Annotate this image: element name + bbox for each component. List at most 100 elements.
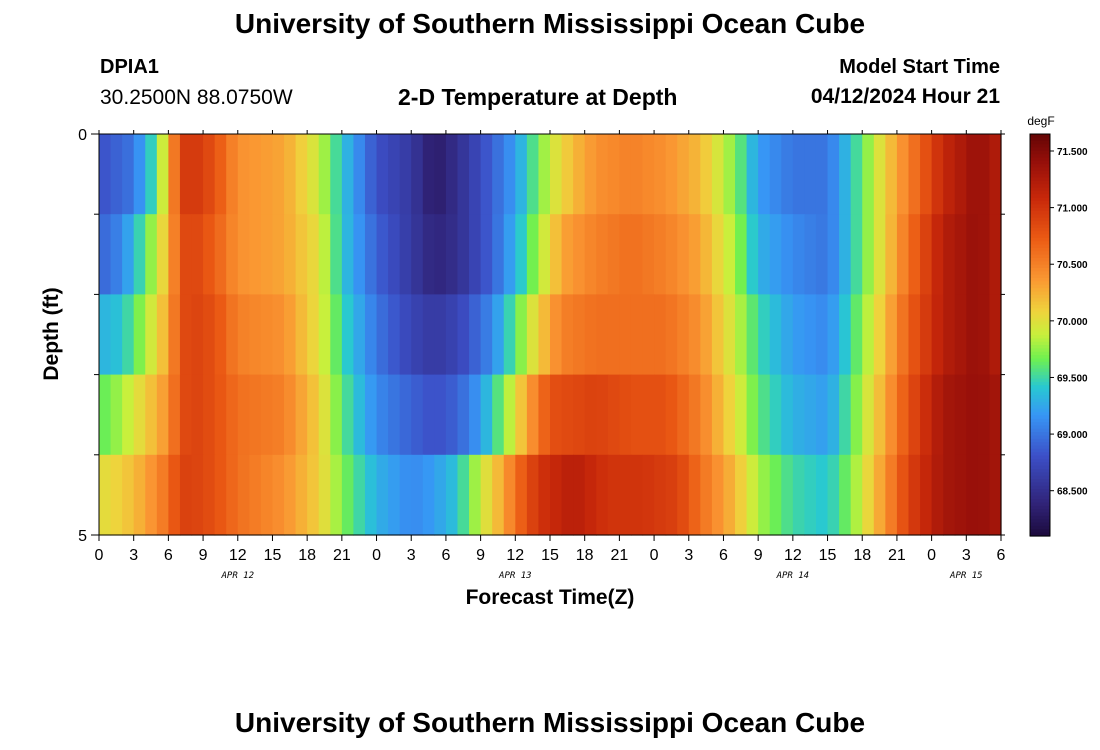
colorbar-swatch <box>1030 355 1050 360</box>
colorbar-swatch <box>1030 509 1050 514</box>
heatmap-cell <box>827 134 840 215</box>
heatmap-cell <box>515 454 528 536</box>
colorbar-tick-label: 68.500 <box>1057 487 1088 498</box>
colorbar-swatch <box>1030 137 1050 142</box>
heatmap-cell <box>284 454 297 536</box>
heatmap-cell <box>735 374 748 456</box>
heatmap-cell <box>376 214 389 295</box>
heatmap-cell <box>110 374 123 456</box>
colorbar-swatch <box>1030 422 1050 427</box>
x-tick-label: 9 <box>476 547 485 564</box>
heatmap-cell <box>99 374 112 456</box>
heatmap-cell <box>920 294 933 376</box>
heatmap-cell <box>550 134 563 215</box>
heatmap-cell <box>781 374 794 456</box>
heatmap-cell <box>376 294 389 376</box>
heatmap-cell <box>422 214 435 295</box>
x-tick-label: 12 <box>506 547 524 564</box>
heatmap-cell <box>977 294 991 376</box>
colorbar-swatch <box>1030 479 1050 483</box>
heatmap-cell <box>260 374 274 456</box>
heatmap-cell <box>792 134 806 215</box>
heatmap-cell <box>110 294 123 376</box>
heatmap-cell <box>804 294 817 376</box>
colorbar-swatch <box>1030 512 1050 517</box>
heatmap-cell <box>515 214 528 295</box>
heatmap-cell <box>492 454 505 536</box>
heatmap-cell <box>422 374 435 456</box>
colorbar-swatch <box>1030 482 1050 487</box>
heatmap-cell <box>596 134 609 215</box>
heatmap-cell <box>584 374 597 456</box>
x-tick-label: 9 <box>199 547 208 564</box>
heatmap-cell <box>99 214 112 295</box>
heatmap-cell <box>203 134 216 215</box>
heatmap-cell <box>908 134 921 215</box>
heatmap-cell <box>538 134 551 215</box>
heatmap-cell <box>630 374 644 456</box>
heatmap-cell <box>284 294 297 376</box>
heatmap-cell <box>434 374 447 456</box>
heatmap-cell <box>596 214 609 295</box>
colorbar-swatch <box>1030 314 1050 319</box>
x-tick-label: 3 <box>962 547 971 564</box>
heatmap-cell <box>700 374 713 456</box>
heatmap-cell <box>156 214 169 295</box>
heatmap-cell <box>688 454 701 536</box>
heatmap-cell <box>781 294 794 376</box>
heatmap-cell <box>295 374 308 456</box>
x-tick-label: 6 <box>997 547 1006 564</box>
colorbar-swatch <box>1030 432 1050 437</box>
heatmap-cell <box>908 454 921 536</box>
heatmap-cell <box>168 454 181 536</box>
heatmap-cell <box>203 294 216 376</box>
heatmap-cell <box>133 294 146 376</box>
heatmap-cell <box>249 454 262 536</box>
colorbar-swatch <box>1030 371 1050 376</box>
heatmap-cell <box>364 134 378 215</box>
colorbar-swatch <box>1030 217 1050 222</box>
heatmap-cell <box>931 294 944 376</box>
heatmap-cell <box>989 294 1002 376</box>
heatmap-cell <box>792 294 806 376</box>
heatmap-cell <box>989 454 1002 536</box>
heatmap-cell <box>295 454 308 536</box>
x-date-label: APR 14 <box>776 571 810 581</box>
heatmap-cell <box>341 454 355 536</box>
heatmap-cell <box>168 214 181 295</box>
heatmap-cell <box>145 374 158 456</box>
heatmap-cell <box>839 214 852 295</box>
heatmap-cell <box>133 214 146 295</box>
heatmap-cell <box>839 134 852 215</box>
heatmap-cell <box>920 134 933 215</box>
heatmap-cell <box>977 374 991 456</box>
heatmap-cell <box>272 374 285 456</box>
heatmap-cell <box>503 294 516 376</box>
colorbar-swatch <box>1030 140 1050 145</box>
heatmap-cell <box>561 294 574 376</box>
heatmap-cell <box>318 294 331 376</box>
heatmap-cell <box>249 214 262 295</box>
heatmap-cell <box>862 294 875 376</box>
model-start-label: Model Start Time <box>839 56 1000 78</box>
heatmap-cell <box>920 454 933 536</box>
colorbar-swatch <box>1030 321 1050 326</box>
heatmap-cell <box>677 294 690 376</box>
colorbar-swatch <box>1030 197 1050 202</box>
colorbar-swatch <box>1030 529 1050 534</box>
heatmap-cell <box>850 374 863 456</box>
heatmap-cell <box>630 454 644 536</box>
colorbar-swatch <box>1030 475 1050 480</box>
heatmap-cell <box>711 454 725 536</box>
heatmap-cell <box>827 374 840 456</box>
heatmap-cell <box>885 214 898 295</box>
heatmap-cell <box>896 454 910 536</box>
x-tick-label: 9 <box>754 547 763 564</box>
heatmap-cell <box>989 134 1002 215</box>
colorbar-swatch <box>1030 502 1050 507</box>
heatmap-cell <box>145 134 158 215</box>
colorbar-swatch <box>1030 201 1050 205</box>
x-tick-label: 12 <box>229 547 247 564</box>
colorbar-swatch <box>1030 288 1050 293</box>
